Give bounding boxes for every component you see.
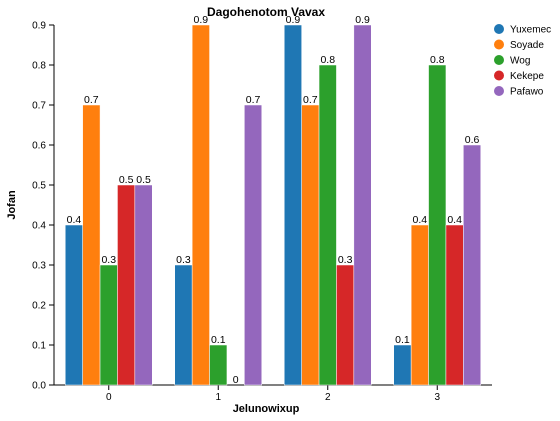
x-tick-label: 2: [325, 392, 331, 403]
legend-label: Soyade: [510, 40, 544, 51]
legend: Yuxemec Soyade Wog Kekepe Pafawo: [494, 24, 551, 98]
bar: [209, 344, 228, 386]
y-tick-label: 0.3: [32, 261, 46, 272]
data-label: 0.9: [286, 14, 301, 26]
y-axis-title: Jofan: [6, 190, 18, 220]
legend-marker: [494, 55, 504, 65]
chart-title: Dagohenotom Vavax: [207, 5, 325, 19]
legend-label: Pafawo: [510, 87, 544, 98]
data-label: 0.6: [465, 134, 480, 146]
x-tick-label: 3: [434, 392, 440, 403]
bar: [65, 224, 83, 386]
bar: [244, 104, 263, 386]
bar: [174, 264, 193, 386]
y-tick-label: 0.1: [32, 341, 46, 352]
bar: [82, 104, 101, 386]
data-label: 0.9: [194, 14, 209, 26]
data-label: 0.4: [447, 214, 462, 226]
legend-marker: [494, 86, 504, 96]
x-tick-label: 1: [215, 392, 221, 403]
bar: [336, 264, 355, 386]
legend-marker: [494, 70, 504, 81]
data-label: 0.5: [136, 174, 151, 186]
bar: [134, 184, 153, 386]
bar: [284, 24, 302, 386]
bar: [301, 104, 320, 386]
y-tick-label: 0.8: [32, 61, 46, 72]
bar: [445, 224, 464, 386]
y-tick-label: 0.9: [32, 21, 46, 32]
data-label: 0.3: [338, 254, 353, 266]
legend-label: Wog: [510, 56, 530, 67]
x-tick-label: 0: [106, 392, 112, 403]
data-label: 0.7: [246, 94, 261, 106]
data-label: 0.9: [355, 14, 370, 26]
y-tick-label: 0.0: [32, 381, 46, 392]
bar: [318, 64, 337, 386]
bar: [428, 64, 447, 386]
bar: [463, 144, 482, 386]
data-label: 0.5: [119, 174, 134, 186]
data-label: 0.1: [211, 334, 226, 346]
data-label: 0.8: [430, 54, 445, 66]
bar: [117, 184, 136, 386]
y-tick-label: 0.7: [32, 101, 46, 112]
legend-label: Yuxemec: [510, 25, 551, 36]
bar: [410, 224, 429, 386]
data-label: 0.4: [413, 214, 428, 226]
data-label: 0.4: [67, 214, 82, 226]
bar: [191, 24, 210, 386]
data-label: 0: [233, 374, 239, 386]
y-tick-label: 0.2: [32, 301, 46, 312]
y-tick-label: 0.4: [32, 221, 46, 232]
y-tick-label: 0.5: [32, 181, 46, 192]
data-label: 0.7: [84, 94, 99, 106]
legend-marker: [494, 39, 504, 50]
data-label: 0.1: [395, 334, 410, 346]
data-label: 0.3: [176, 254, 191, 266]
plot-area: 0.0 0.1 0.2 0.3 0.4 0.5 0.6 0.7 0.8 0.9 0 0.4 0.7 0.3…: [32, 14, 492, 403]
legend-marker: [494, 24, 504, 34]
bar: [393, 344, 412, 386]
data-label: 0.8: [320, 54, 335, 66]
data-label: 0.3: [101, 254, 116, 266]
bar: [99, 264, 118, 386]
x-axis-title: Jelunowixup: [233, 403, 300, 415]
y-tick-label: 0.6: [32, 141, 46, 152]
legend-label: Kekepe: [510, 71, 544, 82]
bar: [353, 24, 372, 386]
data-label: 0.7: [303, 94, 318, 106]
